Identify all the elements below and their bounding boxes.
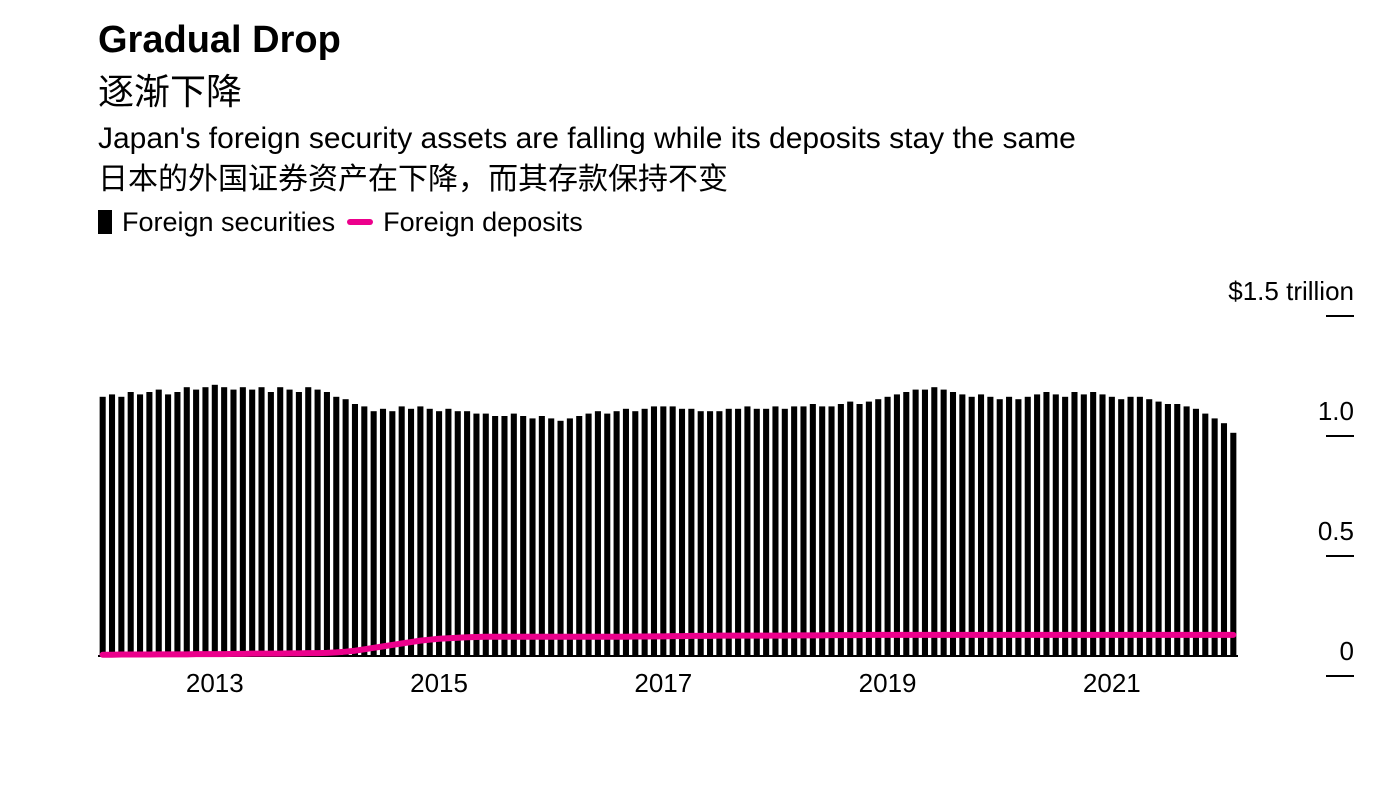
svg-text:2013: 2013	[186, 668, 244, 696]
legend-item-bars: Foreign securities	[98, 207, 335, 238]
chart-legend: Foreign securities Foreign deposits	[98, 207, 1358, 238]
legend-swatch-bar-icon	[98, 210, 112, 234]
chart-title-en: Gradual Drop	[98, 18, 1358, 64]
legend-label-line: Foreign deposits	[383, 207, 583, 238]
chart-subtitle-cn: 日本的外国证券资产在下降，而其存款保持不变	[98, 160, 1358, 199]
svg-text:2017: 2017	[634, 668, 692, 696]
svg-text:0.5: 0.5	[1318, 516, 1354, 546]
svg-text:2019: 2019	[859, 668, 917, 696]
legend-swatch-line-icon	[347, 219, 373, 225]
svg-text:1.0: 1.0	[1318, 396, 1354, 426]
svg-text:2015: 2015	[410, 668, 468, 696]
chart-subtitle-en: Japan's foreign security assets are fall…	[98, 119, 1358, 158]
legend-label-bars: Foreign securities	[122, 207, 335, 238]
legend-item-line: Foreign deposits	[347, 207, 583, 238]
svg-text:$1.5 trillion: $1.5 trillion	[1228, 276, 1354, 306]
chart-area: $1.5 trillion 1.0 0.5 0 2013 2015 2017 2019 2021	[98, 256, 1358, 701]
chart-title-cn: 逐渐下降	[98, 70, 1358, 113]
svg-text:0: 0	[1340, 636, 1354, 666]
chart-svg: $1.5 trillion 1.0 0.5 0 2013 2015 2017 2019 2021	[98, 256, 1358, 696]
svg-text:2021: 2021	[1083, 668, 1141, 696]
